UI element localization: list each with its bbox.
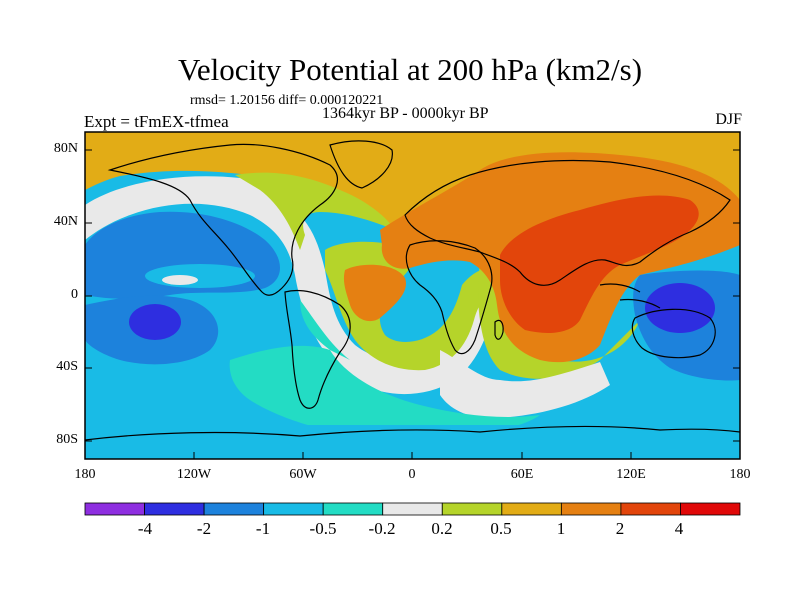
colorbar-swatch xyxy=(441,502,503,516)
colorbar-swatch xyxy=(680,502,741,516)
colorbar-swatch xyxy=(263,502,324,516)
colorbar-swatch xyxy=(322,502,384,516)
region-na-yellowgreen xyxy=(235,172,395,250)
xtick-label-60w: 60W xyxy=(289,467,317,482)
ytick-label-40n: 40N xyxy=(53,214,78,229)
xtick-label-180e: 180 xyxy=(729,467,751,482)
xtick-label-0: 0 xyxy=(408,467,416,482)
colorbar-swatch xyxy=(84,502,145,516)
xtick-label-60e: 60E xyxy=(510,467,534,482)
coast-north-america xyxy=(107,143,338,296)
xtick-label-120e: 120E xyxy=(616,467,646,482)
region-southern-neutral xyxy=(440,350,610,419)
colorbar-label: 0.5 xyxy=(490,519,512,538)
coast-madagascar xyxy=(494,319,504,340)
region-southern-teal xyxy=(229,345,540,440)
region-np-neutral xyxy=(162,275,198,285)
region-sa-teal xyxy=(300,300,350,360)
colorbar-label: -1 xyxy=(255,519,271,538)
colorbar-swatch xyxy=(203,502,265,516)
coast-antarctica xyxy=(85,425,740,441)
xtick-label-180w: 180 xyxy=(74,467,96,482)
ytick-label-80s: 80S xyxy=(56,432,78,447)
colorbar-label: -2 xyxy=(196,519,212,538)
coastlines xyxy=(85,140,740,441)
tick-marks xyxy=(85,149,740,459)
coast-greenland xyxy=(329,140,393,189)
colorbar-swatch xyxy=(620,502,681,516)
ytick-label-0: 0 xyxy=(71,287,78,302)
colorbar-swatch xyxy=(501,502,562,516)
colorbar-label: 4 xyxy=(674,519,684,538)
season-label: DJF xyxy=(715,111,742,128)
colorbar-label: 1 xyxy=(556,519,566,538)
colorbar-swatch xyxy=(144,502,205,516)
region-np-cyan xyxy=(145,264,255,288)
coast-maritime-continent xyxy=(599,283,661,309)
colorbar-label: -0.2 xyxy=(368,519,396,538)
colorbar-swatch xyxy=(560,502,622,516)
ytick-label-80n: 80N xyxy=(53,141,78,156)
colorbar-label: 2 xyxy=(615,519,625,538)
map-title: Velocity Potential at 200 hPa (km2/s) xyxy=(177,52,643,87)
colorbar-label: -0.5 xyxy=(309,519,337,538)
region-asia-red xyxy=(500,195,699,333)
xtick-label-120w: 120W xyxy=(176,467,212,482)
colorbar-label: -4 xyxy=(137,519,153,538)
coast-south-america xyxy=(284,289,351,409)
experiment-label: Expt = tFmEX-tfmea xyxy=(84,112,229,131)
colorbar xyxy=(84,502,741,516)
region-atlantic-orange xyxy=(343,264,406,322)
region-sp-darkblue xyxy=(129,304,181,340)
contour-field xyxy=(85,132,740,459)
period-label: 1364kyr BP - 0000kyr BP xyxy=(322,105,489,122)
colorbar-swatch xyxy=(382,502,443,516)
region-aus-darkblue xyxy=(645,283,715,333)
stats-line: rmsd= 1.20156 diff= 0.000120221 xyxy=(190,93,384,108)
coast-australia xyxy=(631,308,716,359)
colorbar-label: 0.2 xyxy=(431,519,453,538)
coast-africa xyxy=(405,240,493,355)
ytick-label-40s: 40S xyxy=(56,359,78,374)
